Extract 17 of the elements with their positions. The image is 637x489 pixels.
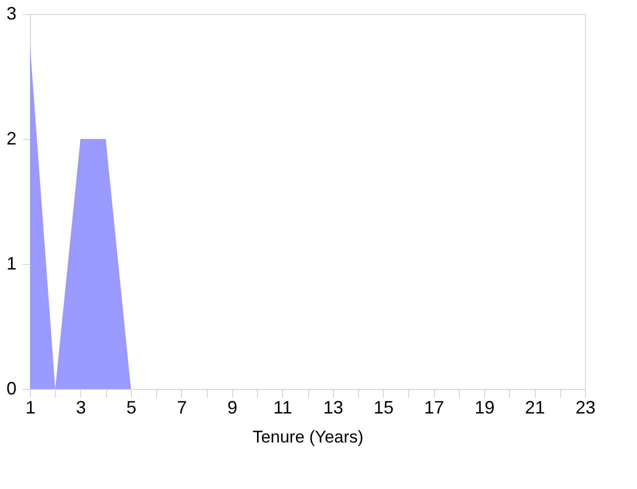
x-tick-label: 21 — [525, 398, 546, 418]
x-tick-label: 17 — [424, 398, 444, 418]
x-tick-label: 3 — [76, 398, 86, 418]
x-tick-label: 1 — [25, 398, 36, 418]
y-tick-label: 1 — [6, 254, 16, 274]
x-tick-label: 7 — [176, 398, 187, 418]
x-tick-label: 11 — [273, 398, 292, 418]
x-tick-label: 13 — [323, 398, 344, 418]
x-tick-label: 9 — [227, 398, 238, 418]
y-tick-label: 2 — [6, 128, 16, 148]
y-tick-label: 3 — [6, 4, 16, 24]
y-tick-label: 0 — [6, 378, 16, 398]
x-axis-title: Tenure (Years) — [252, 428, 364, 446]
x-tick-label: 15 — [374, 398, 394, 418]
x-tick-label: 19 — [474, 398, 495, 418]
x-tick-label: 5 — [126, 398, 136, 418]
x-tick-label: 23 — [575, 398, 596, 418]
